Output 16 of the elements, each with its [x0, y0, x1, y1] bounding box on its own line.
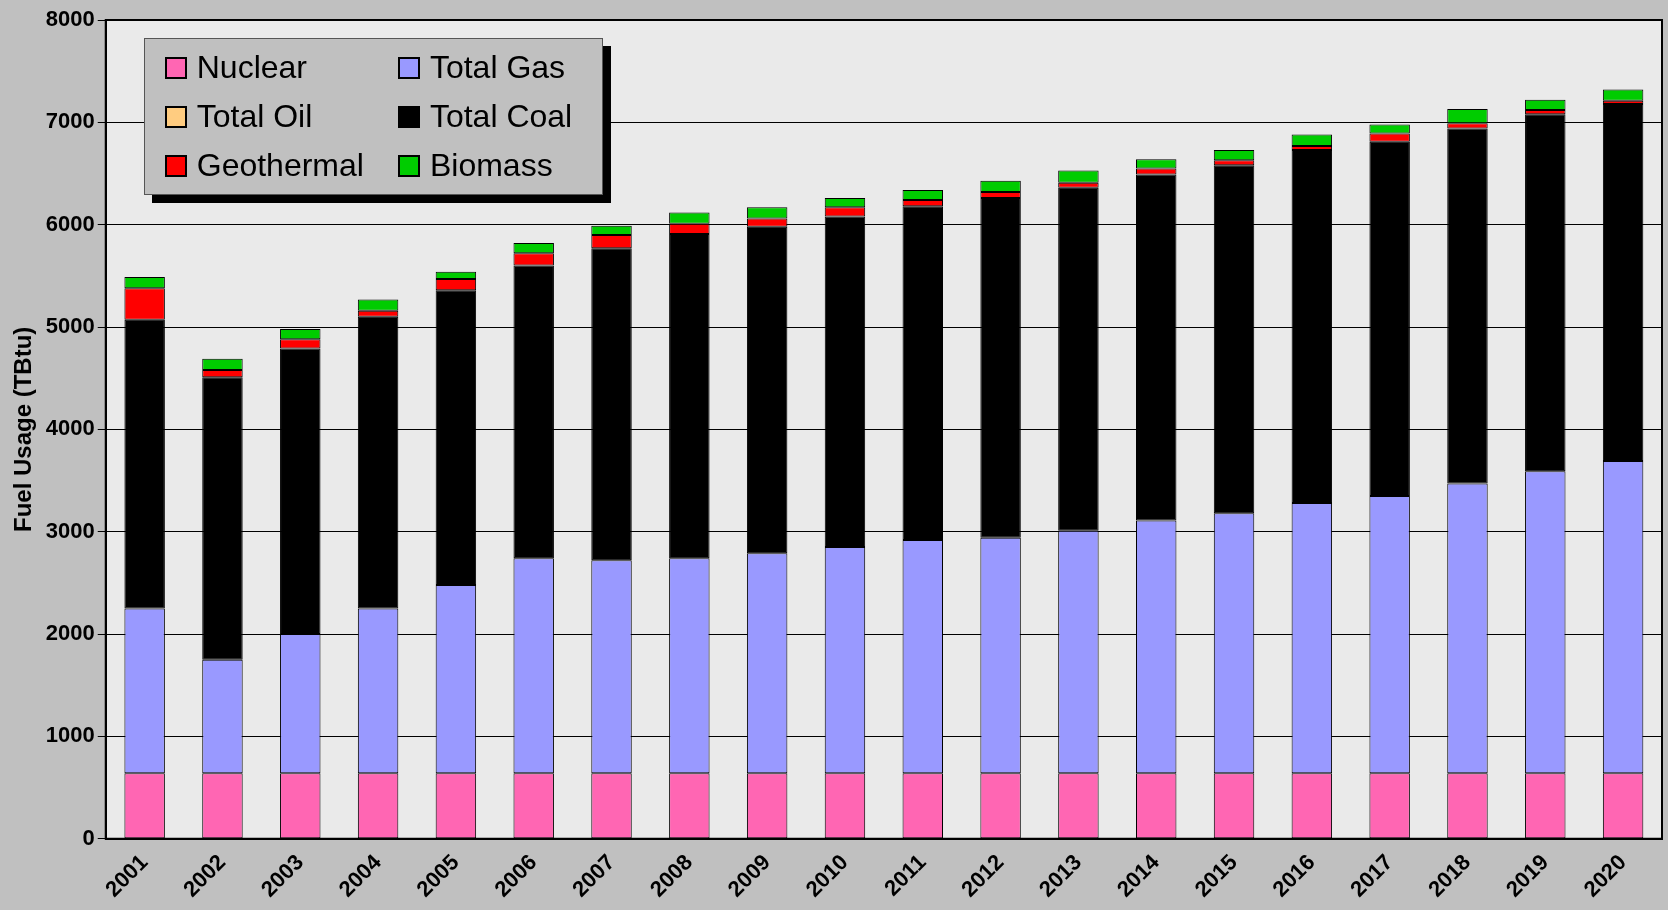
y-tick-label: 0	[82, 824, 95, 850]
legend-label: Biomass	[429, 147, 553, 184]
legend-label: Nuclear	[196, 49, 307, 86]
y-tick-label: 6000	[45, 210, 95, 236]
y-axis-title: Fuel Usage (TBtu)	[9, 326, 37, 533]
y-tick-label: 2000	[45, 620, 95, 646]
y-tick-label: 8000	[45, 6, 95, 32]
y-tick-label: 7000	[45, 108, 95, 134]
legend-label: Total Gas	[429, 49, 566, 86]
y-tick-label: 5000	[45, 313, 95, 339]
legend-label: Total Coal	[429, 98, 573, 135]
y-tick-label: 1000	[45, 722, 95, 748]
y-tick-label: 3000	[45, 517, 95, 543]
y-tick-label: 4000	[45, 415, 95, 441]
legend-label: Total Oil	[196, 98, 313, 135]
legend-label: Geothermal	[196, 147, 364, 184]
